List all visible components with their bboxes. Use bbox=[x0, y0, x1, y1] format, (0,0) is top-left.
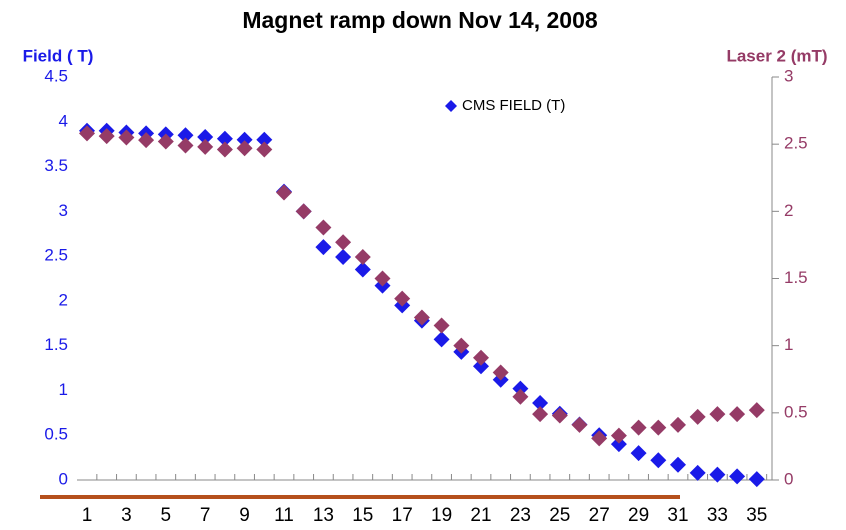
x-tick-label: 23 bbox=[510, 505, 531, 526]
x-tick-label: 5 bbox=[161, 505, 172, 526]
point bbox=[354, 249, 371, 266]
point bbox=[138, 132, 155, 149]
point bbox=[473, 349, 489, 366]
point bbox=[256, 141, 273, 158]
point bbox=[532, 406, 549, 423]
point bbox=[79, 125, 95, 142]
point bbox=[729, 406, 746, 423]
y2-tick-label: 1.5 bbox=[784, 268, 808, 287]
point bbox=[295, 203, 312, 220]
x-tick-label: 33 bbox=[707, 505, 728, 526]
chart-title: Magnet ramp down Nov 14, 2008 bbox=[242, 7, 598, 33]
y-tick-label: 1 bbox=[59, 380, 68, 399]
point bbox=[413, 309, 430, 326]
point bbox=[670, 416, 686, 433]
point bbox=[630, 445, 647, 462]
y2-tick-label: 0 bbox=[784, 469, 793, 488]
point bbox=[532, 394, 549, 411]
point bbox=[551, 407, 568, 424]
y-axis-label: Field ( T) bbox=[23, 46, 94, 65]
point bbox=[591, 430, 608, 447]
y-tick-label: 4 bbox=[59, 111, 68, 130]
point bbox=[571, 416, 588, 433]
point bbox=[177, 127, 194, 144]
point bbox=[473, 358, 489, 375]
x-tick-label: 7 bbox=[200, 505, 211, 526]
y-tick-label: 2 bbox=[59, 290, 68, 309]
x-tick-label: 15 bbox=[352, 505, 373, 526]
point bbox=[610, 427, 627, 444]
point bbox=[276, 184, 292, 201]
x-tick-label: 31 bbox=[667, 505, 688, 526]
point bbox=[453, 337, 470, 354]
point bbox=[256, 131, 273, 148]
x-tick-label: 1 bbox=[82, 505, 93, 526]
point bbox=[709, 406, 726, 423]
point bbox=[315, 239, 332, 256]
point bbox=[98, 128, 115, 145]
y2-tick-label: 1 bbox=[784, 335, 793, 354]
legend-label: CMS FIELD (T) bbox=[462, 97, 565, 114]
point bbox=[748, 471, 765, 488]
x-tick-label: 3 bbox=[121, 505, 132, 526]
y-tick-label: 0.5 bbox=[44, 425, 68, 444]
y2-tick-label: 2 bbox=[784, 201, 793, 220]
point bbox=[394, 290, 411, 307]
point bbox=[433, 317, 450, 334]
point bbox=[689, 464, 706, 481]
point bbox=[512, 380, 529, 397]
point bbox=[354, 261, 371, 278]
point bbox=[236, 131, 253, 148]
point bbox=[197, 129, 214, 146]
point bbox=[512, 388, 529, 405]
point bbox=[177, 137, 194, 154]
y2-tick-label: 3 bbox=[784, 66, 793, 85]
y2-tick-label: 0.5 bbox=[784, 402, 808, 421]
point bbox=[118, 129, 135, 146]
x-tick-label: 17 bbox=[392, 505, 413, 526]
x-tick-label: 27 bbox=[589, 505, 610, 526]
point bbox=[630, 419, 647, 436]
y-tick-label: 3 bbox=[59, 201, 68, 220]
point bbox=[610, 436, 627, 453]
point bbox=[216, 130, 233, 147]
point bbox=[492, 364, 509, 381]
y2-tick-label: 2.5 bbox=[784, 134, 808, 153]
point bbox=[157, 133, 174, 150]
point bbox=[315, 219, 332, 236]
x-tick-label: 35 bbox=[746, 505, 767, 526]
point bbox=[748, 402, 765, 419]
x-tick-label: 11 bbox=[274, 505, 294, 526]
point bbox=[709, 466, 726, 483]
y2-axis-label: Laser 2 (mT) bbox=[726, 46, 827, 65]
x-tick-label: 19 bbox=[431, 505, 452, 526]
y-tick-label: 0 bbox=[59, 469, 68, 488]
point bbox=[433, 331, 450, 348]
point bbox=[216, 141, 233, 158]
x-tick-label: 29 bbox=[628, 505, 649, 526]
y-tick-label: 3.5 bbox=[44, 156, 68, 175]
point bbox=[374, 270, 391, 287]
point bbox=[729, 468, 746, 485]
point bbox=[236, 140, 253, 157]
y-tick-label: 1.5 bbox=[44, 335, 68, 354]
point bbox=[335, 234, 352, 251]
x-tick-label: 13 bbox=[313, 505, 334, 526]
point bbox=[670, 456, 686, 473]
y-tick-label: 2.5 bbox=[44, 246, 68, 265]
point bbox=[689, 408, 706, 425]
x-tick-label: 9 bbox=[239, 505, 250, 526]
legend-marker bbox=[445, 100, 457, 112]
point bbox=[197, 138, 214, 155]
y-tick-label: 4.5 bbox=[44, 66, 68, 85]
point bbox=[650, 452, 667, 469]
x-tick-label: 21 bbox=[470, 505, 491, 526]
point bbox=[650, 419, 667, 436]
point bbox=[335, 249, 352, 266]
x-tick-label: 25 bbox=[549, 505, 570, 526]
